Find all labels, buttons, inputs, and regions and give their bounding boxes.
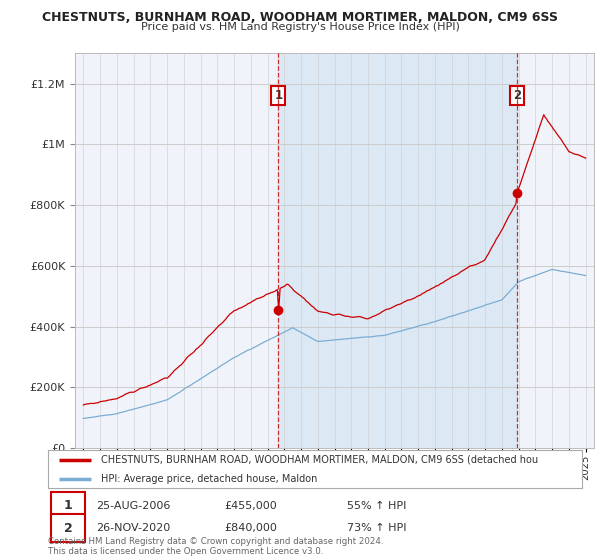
Text: 73% ↑ HPI: 73% ↑ HPI: [347, 524, 407, 534]
Text: HPI: Average price, detached house, Maldon: HPI: Average price, detached house, Mald…: [101, 474, 318, 484]
FancyBboxPatch shape: [50, 515, 85, 543]
Text: 25-AUG-2006: 25-AUG-2006: [96, 501, 170, 511]
Text: CHESTNUTS, BURNHAM ROAD, WOODHAM MORTIMER, MALDON, CM9 6SS (detached hou: CHESTNUTS, BURNHAM ROAD, WOODHAM MORTIME…: [101, 455, 539, 465]
FancyBboxPatch shape: [50, 492, 85, 520]
Text: 2: 2: [64, 522, 73, 535]
Text: 2: 2: [513, 89, 521, 102]
Text: £840,000: £840,000: [224, 524, 277, 534]
Text: £455,000: £455,000: [224, 501, 277, 511]
Text: Contains HM Land Registry data © Crown copyright and database right 2024.
This d: Contains HM Land Registry data © Crown c…: [48, 537, 383, 557]
Text: 55% ↑ HPI: 55% ↑ HPI: [347, 501, 406, 511]
Text: 1: 1: [64, 499, 73, 512]
Text: 1: 1: [274, 89, 283, 102]
Text: Price paid vs. HM Land Registry's House Price Index (HPI): Price paid vs. HM Land Registry's House …: [140, 22, 460, 32]
Bar: [278, 53, 517, 448]
Text: 26-NOV-2020: 26-NOV-2020: [96, 524, 170, 534]
Text: CHESTNUTS, BURNHAM ROAD, WOODHAM MORTIMER, MALDON, CM9 6SS: CHESTNUTS, BURNHAM ROAD, WOODHAM MORTIME…: [42, 11, 558, 24]
